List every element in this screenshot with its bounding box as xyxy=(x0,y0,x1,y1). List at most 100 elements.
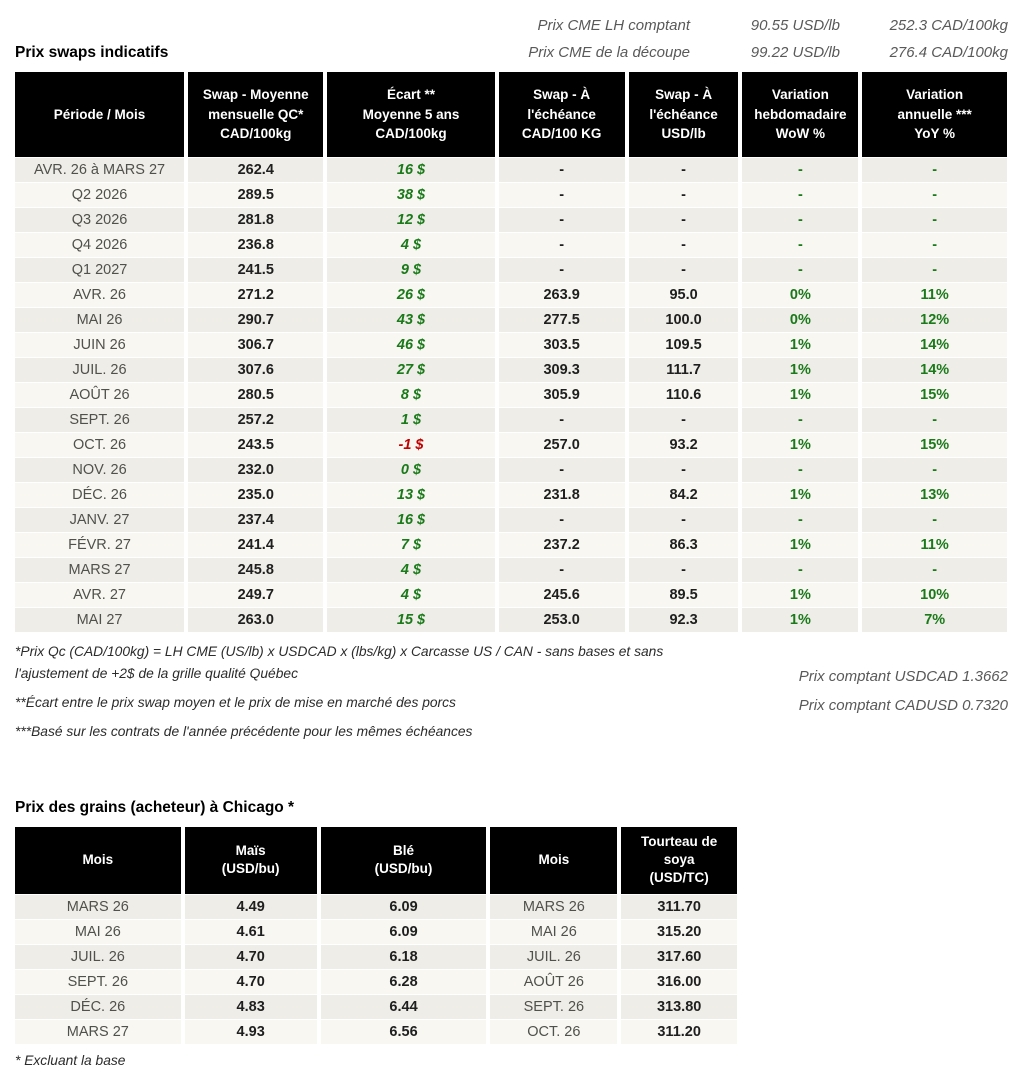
footnote-row-1: *Prix Qc (CAD/100kg) = LH CME (US/lb) x … xyxy=(15,641,1008,692)
val-cell: 311.70 xyxy=(617,893,737,919)
period-cell: MARS 26 xyxy=(486,893,618,919)
val-cell: 95.0 xyxy=(624,281,739,307)
period-cell: Q1 2027 xyxy=(15,256,185,282)
val-cell: 277.5 xyxy=(494,306,625,332)
val-cell: 232.0 xyxy=(184,456,324,482)
val-cell: 313.80 xyxy=(617,993,737,1019)
cme-cutout-cad-value: 276.4 CAD/100kg xyxy=(889,44,1008,61)
val-cell: - xyxy=(494,231,625,257)
pct-cell: 1% xyxy=(738,481,859,507)
pct-cell: 1% xyxy=(738,431,859,457)
footnote-yoy-basis: ***Basé sur les contrats de l'année préc… xyxy=(15,723,473,739)
pct-cell: 1% xyxy=(738,356,859,382)
pct-cell: 1% xyxy=(738,381,859,407)
val-cell: 271.2 xyxy=(184,281,324,307)
period-cell: DÉC. 26 xyxy=(15,481,185,507)
grains-table: Mois Maïs (USD/bu) Blé (USD/bu) Mois Tourtea… xyxy=(15,826,737,1044)
cme-spot-prices: Prix CME LH comptant 90.55 USD/lb 252.3 … xyxy=(15,12,1008,66)
val-cell: 6.18 xyxy=(316,943,487,969)
period-cell: Q4 2026 xyxy=(15,231,185,257)
ecart-cell: 16 $ xyxy=(323,506,495,532)
pct-cell: 11% xyxy=(858,531,1007,557)
pct-cell: - xyxy=(738,406,859,432)
pct-cell: 14% xyxy=(858,331,1007,357)
table-row: Q3 2026 281.8 12 $ - - - - xyxy=(15,206,1007,232)
val-cell: - xyxy=(624,506,739,532)
pct-cell: 0% xyxy=(738,281,859,307)
period-cell: JUIL. 26 xyxy=(15,943,181,969)
val-cell: 253.0 xyxy=(494,606,625,632)
pct-cell: 12% xyxy=(858,306,1007,332)
table-row: MAI 26 290.7 43 $277.5 100.0 0% 12% xyxy=(15,306,1007,332)
val-cell: 306.7 xyxy=(184,331,324,357)
val-cell: 110.6 xyxy=(624,381,739,407)
pct-cell: - xyxy=(738,181,859,207)
val-cell: 100.0 xyxy=(624,306,739,332)
table-row: JANV. 27 237.4 16 $ - - - - xyxy=(15,506,1007,532)
column-header-1: Swap - Moyenne mensuelle QC* CAD/100kg xyxy=(184,72,324,157)
table-row: OCT. 26 243.5 -1 $257.0 93.2 1% 15% xyxy=(15,431,1007,457)
table-row: JUIN 26 306.7 46 $303.5 109.5 1% 14% xyxy=(15,331,1007,357)
period-cell: AOÛT 26 xyxy=(15,381,185,407)
ecart-cell: 8 $ xyxy=(323,381,495,407)
cme-cutout-spot-line: Prix CME de la découpe 99.22 USD/lb 276.… xyxy=(528,39,1008,66)
pct-cell: 0% xyxy=(738,306,859,332)
period-cell: AOÛT 26 xyxy=(486,968,618,994)
val-cell: - xyxy=(624,406,739,432)
period-cell: MAI 26 xyxy=(15,306,185,332)
val-cell: 317.60 xyxy=(617,943,737,969)
column-header-5: Variation hebdomadaire WoW % xyxy=(738,72,859,157)
footnote-row-2: **Écart entre le prix swap moyen et le p… xyxy=(15,692,1008,721)
val-cell: 92.3 xyxy=(624,606,739,632)
table-row: MAI 27 263.0 15 $253.0 92.3 1% 7% xyxy=(15,606,1007,632)
val-cell: - xyxy=(494,206,625,232)
val-cell: 84.2 xyxy=(624,481,739,507)
table-row: MARS 26 4.49 6.09 MARS 26 311.70 xyxy=(15,893,737,919)
swaps-header-row: Période / Mois Swap - Moyenne mensuelle Q… xyxy=(15,72,1007,157)
val-cell: 263.0 xyxy=(184,606,324,632)
pct-cell: 1% xyxy=(738,331,859,357)
val-cell: 6.44 xyxy=(316,993,487,1019)
ecart-cell: 9 $ xyxy=(323,256,495,282)
ecart-cell: 4 $ xyxy=(323,231,495,257)
period-cell: OCT. 26 xyxy=(15,431,185,457)
val-cell: 6.09 xyxy=(316,918,487,944)
swaps-footnotes: *Prix Qc (CAD/100kg) = LH CME (US/lb) x … xyxy=(15,641,1008,750)
val-cell: 237.4 xyxy=(184,506,324,532)
table-row: MARS 27 245.8 4 $ - - - - xyxy=(15,556,1007,582)
cme-cutout-usd-value: 99.22 USD/lb xyxy=(750,44,840,61)
period-cell: JANV. 27 xyxy=(15,506,185,532)
column-header-3: Swap - À l'échéance CAD/100 KG xyxy=(494,72,625,157)
ecart-cell: -1 $ xyxy=(323,431,495,457)
ecart-cell: 12 $ xyxy=(323,206,495,232)
table-row: DÉC. 26 4.83 6.44 SEPT. 26 313.80 xyxy=(15,993,737,1019)
pct-cell: - xyxy=(858,181,1007,207)
pct-cell: - xyxy=(858,506,1007,532)
swaps-table-body: AVR. 26 à MARS 27 262.4 16 $ - - - - Q2 2026 289… xyxy=(15,156,1007,632)
swaps-table-title: Prix swaps indicatifs xyxy=(15,44,169,61)
pct-cell: - xyxy=(738,156,859,182)
val-cell: 316.00 xyxy=(617,968,737,994)
pct-cell: - xyxy=(858,456,1007,482)
val-cell: 109.5 xyxy=(624,331,739,357)
pct-cell: - xyxy=(858,206,1007,232)
period-cell: JUIL. 26 xyxy=(486,943,618,969)
cme-cutout-label: Prix CME de la découpe xyxy=(528,44,690,61)
swaps-table: Période / Mois Swap - Moyenne mensuelle Q… xyxy=(15,72,1007,632)
val-cell: 243.5 xyxy=(184,431,324,457)
val-cell: 235.0 xyxy=(184,481,324,507)
val-cell: 237.2 xyxy=(494,531,625,557)
table-row: AVR. 26 271.2 26 $263.9 95.0 0% 11% xyxy=(15,281,1007,307)
pct-cell: - xyxy=(738,206,859,232)
val-cell: 257.0 xyxy=(494,431,625,457)
ecart-cell: 1 $ xyxy=(323,406,495,432)
column-header-2: Blé (USD/bu) xyxy=(316,826,487,894)
val-cell: 289.5 xyxy=(184,181,324,207)
val-cell: 290.7 xyxy=(184,306,324,332)
val-cell: 4.61 xyxy=(180,918,317,944)
pct-cell: - xyxy=(858,231,1007,257)
val-cell: 236.8 xyxy=(184,231,324,257)
val-cell: 241.4 xyxy=(184,531,324,557)
val-cell: 93.2 xyxy=(624,431,739,457)
